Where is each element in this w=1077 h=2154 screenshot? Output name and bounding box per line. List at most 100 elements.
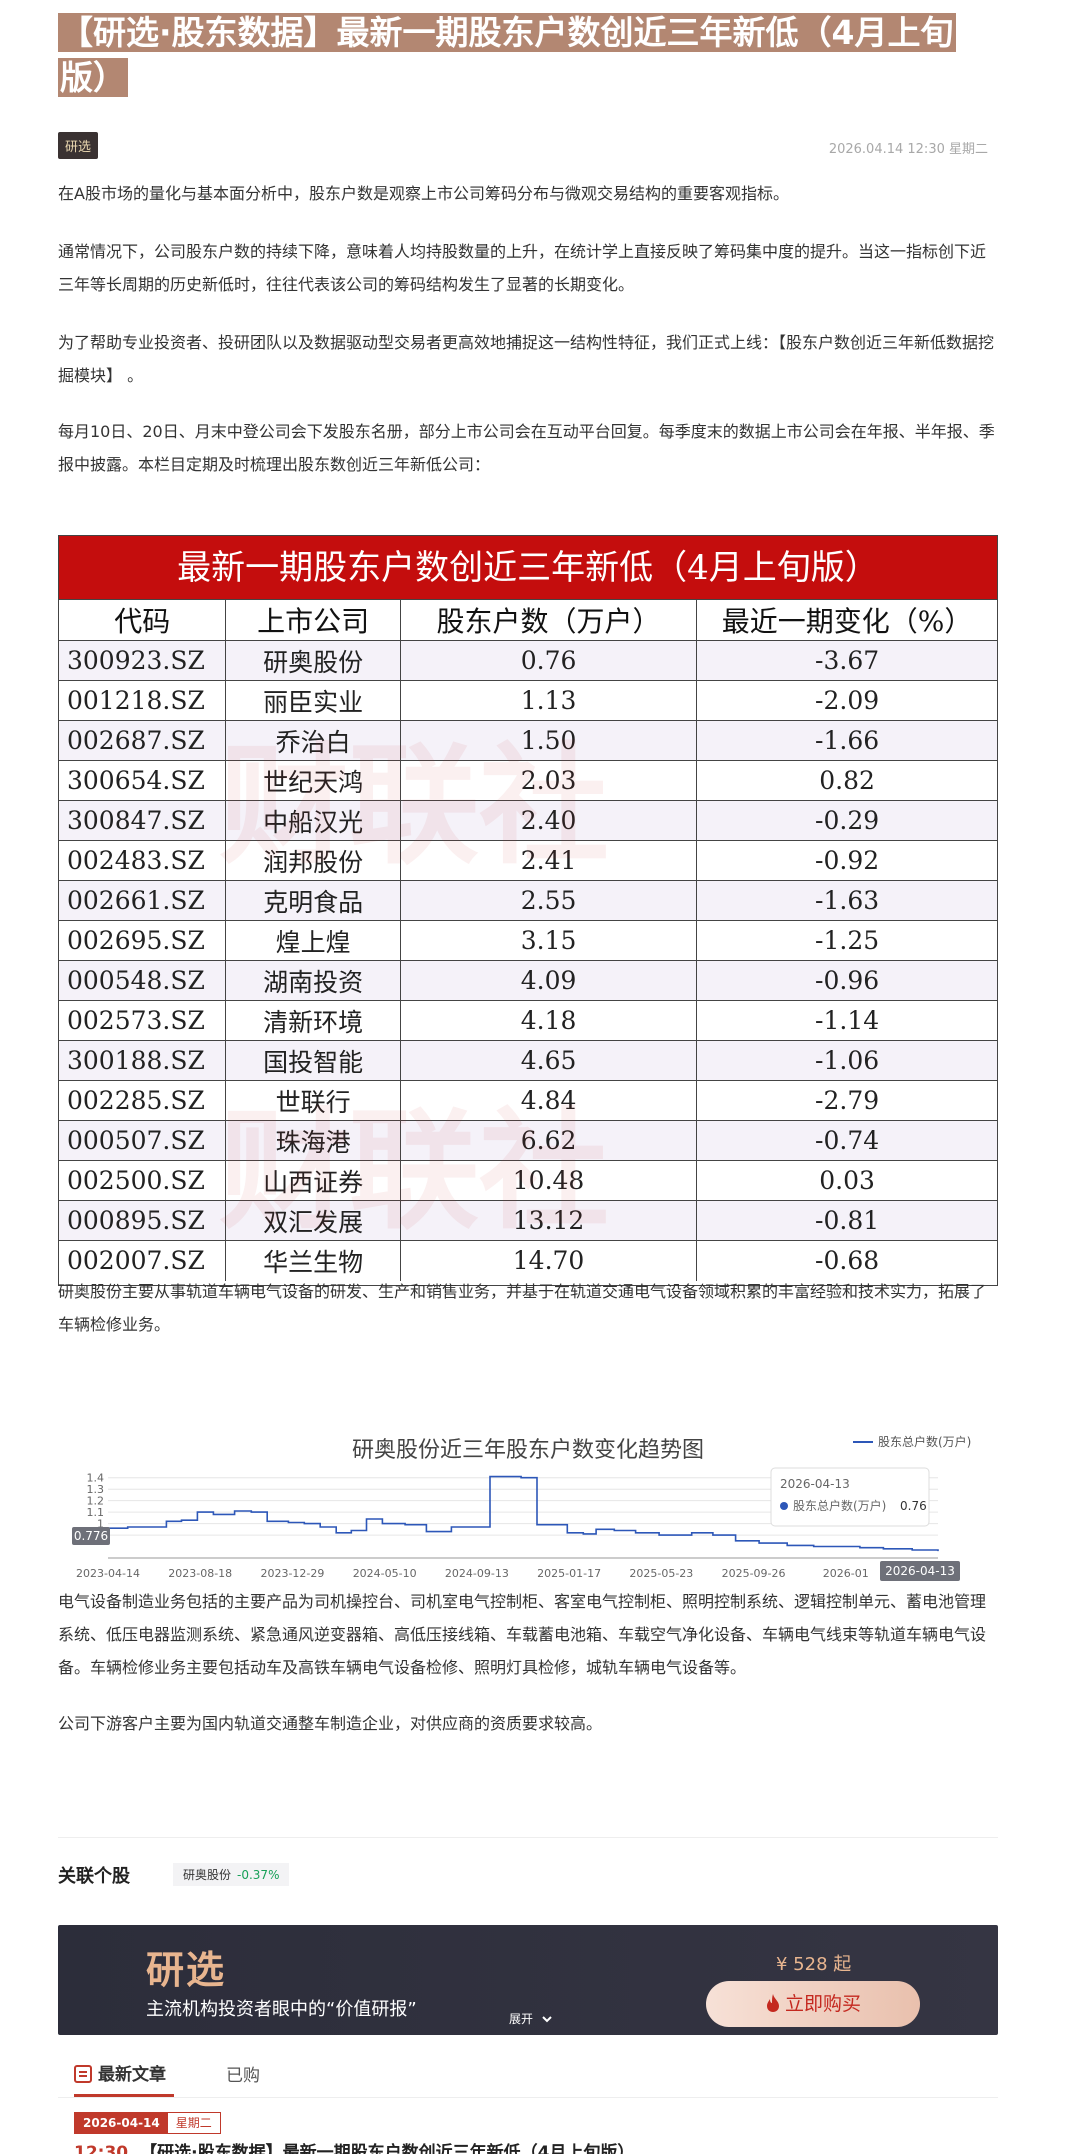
cell-code: 002687.SZ bbox=[59, 720, 227, 761]
x-marker-value: 2026-04-13 bbox=[885, 1564, 955, 1578]
cell-code: 000548.SZ bbox=[59, 960, 227, 1001]
cell-holders: 4.18 bbox=[400, 1000, 698, 1041]
related-stock-chip[interactable]: 研奥股份 -0.37% bbox=[173, 1863, 290, 1886]
cell-holders: 14.70 bbox=[400, 1240, 698, 1281]
cell-company: 华兰生物 bbox=[225, 1240, 401, 1281]
buy-now-button[interactable]: 立即购买 bbox=[706, 1981, 920, 2027]
holder-trend-chart: 研奥股份近三年股东户数变化趋势图 股东总户数(万户) 1.4 1.3 1.2 1.1 1… bbox=[58, 1420, 998, 1595]
promo-title: 研选 bbox=[146, 1948, 227, 1992]
x-tick-label: 2024-05-10 bbox=[353, 1567, 417, 1580]
cell-code: 002483.SZ bbox=[59, 840, 227, 881]
cell-code: 002500.SZ bbox=[59, 1160, 227, 1201]
shareholder-table: 代码 上市公司 股东户数（万户） 最近一期变化（%） 300923.SZ 研奥股份… bbox=[59, 600, 997, 1281]
y-tick-label: 1.4 bbox=[87, 1472, 105, 1485]
company-paragraph-2: 电气设备制造业务包括的主要产品为司机操控台、司机室电气控制柜、客室电气控制柜、照… bbox=[58, 1592, 987, 1677]
x-tick-label: 2023-12-29 bbox=[260, 1567, 324, 1580]
table-row: 002661.SZ 克明食品 2.55 -1.63 bbox=[59, 880, 997, 921]
cell-company: 克明食品 bbox=[225, 880, 401, 921]
intro-paragraph-2: 通常情况下，公司股东户数的持续下降，意味着人均持股数量的上升，在统计学上直接反映… bbox=[58, 242, 987, 294]
y-tick-label: 1.1 bbox=[87, 1506, 105, 1519]
promo-banner[interactable]: 研选 主流机构投资者眼中的“价值研报” 展开 ¥ 528 起 立即购买 bbox=[58, 1925, 998, 2035]
cell-company: 中船汉光 bbox=[225, 800, 401, 841]
latest-article-time: 12:30 bbox=[74, 2143, 129, 2154]
article-meta: 研选 2026.04.14 12:30 星期二 bbox=[58, 132, 998, 159]
cell-code: 000895.SZ bbox=[59, 1200, 227, 1241]
cell-code: 000507.SZ bbox=[59, 1120, 227, 1161]
cell-code: 001218.SZ bbox=[59, 680, 227, 721]
x-tick-label: 2026-01 bbox=[823, 1567, 869, 1580]
cell-holders: 2.55 bbox=[400, 880, 698, 921]
cell-company: 国投智能 bbox=[225, 1040, 401, 1081]
latest-article-date: 2026-04-14 星期二 bbox=[74, 2112, 221, 2134]
cell-code: 002007.SZ bbox=[59, 1240, 227, 1281]
column-tag[interactable]: 研选 bbox=[58, 132, 99, 159]
cell-change: -0.81 bbox=[696, 1200, 997, 1241]
article-tabs: 最新文章 已购 bbox=[58, 2048, 998, 2098]
legend-label[interactable]: 股东总户数(万户) bbox=[878, 1434, 971, 1449]
intro-paragraph-4: 每月10日、20日、月末中登公司会下发股东名册，部分上市公司会在互动平台回复。每… bbox=[58, 422, 995, 474]
cell-company: 清新环境 bbox=[225, 1000, 401, 1041]
tooltip-box bbox=[770, 1467, 930, 1527]
table-row: 002500.SZ 山西证券 10.48 0.03 bbox=[59, 1160, 997, 1201]
x-marker: 2026-04-13 bbox=[880, 1561, 960, 1581]
chart-title: 研奥股份近三年股东户数变化趋势图 bbox=[352, 1438, 704, 1463]
cell-code: 300188.SZ bbox=[59, 1040, 227, 1081]
cell-holders: 4.65 bbox=[400, 1040, 698, 1081]
y-marker: 0.776 bbox=[72, 1527, 110, 1545]
table-row: 002483.SZ 润邦股份 2.41 -0.92 bbox=[59, 840, 997, 881]
tab-purchased[interactable]: 已购 bbox=[226, 2066, 260, 2086]
promo-price: ¥ 528 起 bbox=[776, 1954, 852, 1975]
latest-article-weekday: 星期二 bbox=[175, 2116, 212, 2130]
x-marker-box bbox=[880, 1561, 960, 1581]
x-tick-label: 2024-09-13 bbox=[445, 1567, 509, 1580]
x-tick-label: 2023-08-18 bbox=[168, 1567, 232, 1580]
tab-latest-label: 最新文章 bbox=[98, 2065, 166, 2085]
divider bbox=[58, 1837, 998, 1838]
related-stock-name: 研奥股份 bbox=[183, 1868, 232, 1882]
cell-company: 乔治白 bbox=[225, 720, 401, 761]
chart-tooltip: 2026-04-13 股东总户数(万户) 0.76 bbox=[770, 1467, 930, 1527]
table-row: 001218.SZ 丽臣实业 1.13 -2.09 bbox=[59, 680, 997, 721]
cell-holders: 1.50 bbox=[400, 720, 698, 761]
chart-x-axis: 2023-04-14 2023-08-18 2023-12-29 2024-05-10… bbox=[76, 1567, 869, 1580]
header-holders: 股东户数（万户） bbox=[400, 600, 698, 641]
table-row: 300188.SZ 国投智能 4.65 -1.06 bbox=[59, 1040, 997, 1081]
table-row: 002695.SZ 煌上煌 3.15 -1.25 bbox=[59, 920, 997, 961]
cell-change: -0.74 bbox=[696, 1120, 997, 1161]
latest-article-title: 【研选·股东数据】最新一期股东户数创近三年新低（4月上旬版） bbox=[140, 2143, 635, 2154]
cell-holders: 4.09 bbox=[400, 960, 698, 1001]
cell-holders: 4.84 bbox=[400, 1080, 698, 1121]
cell-change: -0.92 bbox=[696, 840, 997, 881]
promo-expand-toggle[interactable]: 展开 bbox=[509, 2010, 553, 2027]
latest-article-item[interactable]: 12:30 【研选·股东数据】最新一期股东户数创近三年新低（4月上旬版） bbox=[74, 2138, 634, 2154]
cell-change: -2.09 bbox=[696, 680, 997, 721]
cell-change: -2.79 bbox=[696, 1080, 997, 1121]
article-title-wrap: 【研选·股东数据】最新一期股东户数创近三年新低（4月上旬版） bbox=[58, 10, 998, 100]
cell-change: -0.29 bbox=[696, 800, 997, 841]
cell-company: 双汇发展 bbox=[225, 1200, 401, 1241]
cell-code: 300923.SZ bbox=[59, 640, 227, 681]
company-paragraph-3: 公司下游客户主要为国内轨道交通整车制造企业，对供应商的资质要求较高。 bbox=[58, 1714, 603, 1733]
cell-company: 世纪天鸿 bbox=[225, 760, 401, 801]
cell-holders: 3.15 bbox=[400, 920, 698, 961]
table-row: 300654.SZ 世纪天鸿 2.03 0.82 bbox=[59, 760, 997, 801]
tooltip-date: 2026-04-13 bbox=[780, 1477, 850, 1491]
buy-now-label: 立即购买 bbox=[784, 1993, 861, 2015]
cell-holders: 1.13 bbox=[400, 680, 698, 721]
y-tick-label: 1 bbox=[97, 1518, 104, 1531]
tab-latest-articles[interactable]: 最新文章 bbox=[74, 2060, 166, 2085]
active-tab-indicator bbox=[74, 2094, 174, 2097]
table-row: 300847.SZ 中船汉光 2.40 -0.29 bbox=[59, 800, 997, 841]
y-tick-label: 1.3 bbox=[87, 1483, 105, 1496]
article-list-icon bbox=[74, 2065, 92, 2083]
cell-company: 润邦股份 bbox=[225, 840, 401, 881]
cell-code: 002285.SZ bbox=[59, 1080, 227, 1121]
cell-company: 煌上煌 bbox=[225, 920, 401, 961]
cell-holders: 0.76 bbox=[400, 640, 698, 681]
cell-change: -1.06 bbox=[696, 1040, 997, 1081]
promo-subtitle: 主流机构投资者眼中的“价值研报” bbox=[146, 1999, 417, 2020]
cell-change: -0.68 bbox=[815, 1246, 880, 1276]
y-marker-value: 0.776 bbox=[74, 1529, 108, 1543]
cell-holders: 10.48 bbox=[400, 1160, 698, 1201]
series-line[interactable] bbox=[108, 1475, 939, 1552]
